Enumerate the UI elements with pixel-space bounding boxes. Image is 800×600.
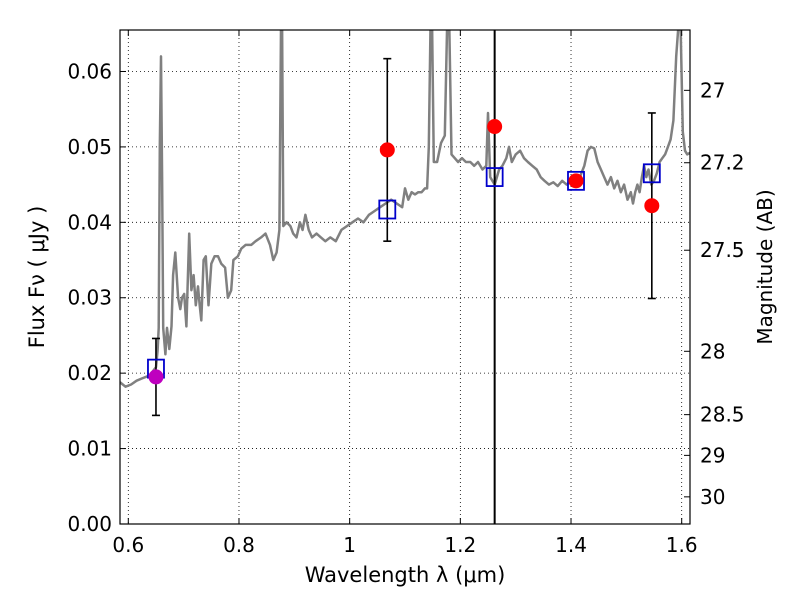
observed-point bbox=[379, 142, 395, 158]
right-tick-label: 28.5 bbox=[700, 403, 745, 427]
x-axis-ticks: 0.6 0.8 1 1.2 1.4 1.6 bbox=[112, 30, 698, 557]
y-tick-label: 0.06 bbox=[67, 59, 112, 83]
x-tick-label: 1.6 bbox=[666, 533, 698, 557]
y-tick-label: 0.01 bbox=[67, 437, 112, 461]
x-tick-label: 0.6 bbox=[112, 533, 144, 557]
y-axis-ticks: 0.00 0.01 0.02 0.03 0.04 0.05 0.06 bbox=[67, 59, 126, 536]
observed-point bbox=[644, 198, 660, 214]
grid-lines bbox=[120, 30, 690, 525]
x-tick-label: 1 bbox=[343, 533, 356, 557]
y-tick-label: 0.03 bbox=[67, 286, 112, 310]
x-axis-label: Wavelength λ (μm) bbox=[305, 563, 506, 587]
observed-points bbox=[148, 119, 660, 385]
y-tick-label: 0.05 bbox=[67, 135, 112, 159]
right-tick-label: 30 bbox=[700, 485, 725, 509]
y-tick-label: 0.00 bbox=[67, 512, 112, 536]
model-square bbox=[485, 167, 504, 187]
right-axis-ticks: 27 27.2 27.5 28 28.5 29 30 bbox=[684, 78, 745, 509]
model-square bbox=[642, 163, 661, 184]
observed-point bbox=[487, 119, 503, 135]
x-tick-label: 0.8 bbox=[223, 533, 255, 557]
y-axis-label: Flux Fν ( μJy ) bbox=[25, 206, 49, 349]
right-tick-label: 27.5 bbox=[700, 238, 745, 262]
error-bars bbox=[151, 57, 656, 417]
right-tick-label: 27.2 bbox=[700, 151, 745, 175]
observed-point bbox=[568, 173, 584, 189]
right-tick-label: 28 bbox=[700, 339, 725, 363]
spectrum-series bbox=[120, 30, 690, 388]
x-tick-label: 1.4 bbox=[555, 533, 587, 557]
right-axis-label: Magnitude (AB) bbox=[753, 189, 777, 344]
y-tick-label: 0.02 bbox=[67, 361, 112, 385]
x-tick-label: 1.2 bbox=[444, 533, 476, 557]
y-tick-label: 0.04 bbox=[67, 210, 112, 234]
model-square bbox=[567, 170, 585, 191]
plot-frame bbox=[119, 29, 691, 525]
right-tick-label: 27 bbox=[700, 78, 725, 102]
observed-point bbox=[148, 369, 164, 385]
right-tick-label: 29 bbox=[700, 443, 725, 467]
spectrum-line bbox=[120, 30, 690, 388]
model-square bbox=[378, 199, 397, 220]
